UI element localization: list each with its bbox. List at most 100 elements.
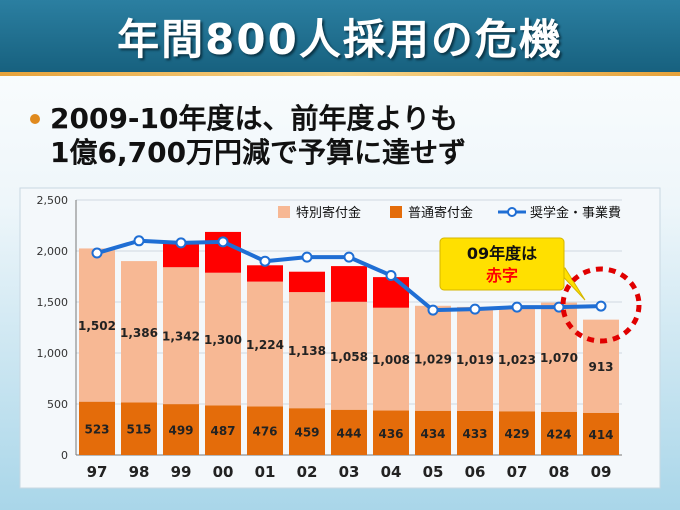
bar-general	[163, 404, 199, 455]
x-tick-label: 08	[549, 463, 570, 481]
x-tick-label: 04	[381, 463, 402, 481]
line-point	[553, 301, 565, 313]
x-tick-label: 99	[171, 463, 192, 481]
bar-special	[289, 292, 325, 409]
bar-general	[499, 411, 535, 455]
bar-general	[121, 402, 157, 455]
line-point	[469, 303, 481, 315]
label-special: 1,023	[498, 353, 536, 367]
headline-line-1: 2009-10年度は、前年度よりも	[50, 102, 458, 135]
label-general: 436	[378, 427, 403, 441]
legend-swatch-general	[390, 206, 402, 218]
line-point	[427, 304, 439, 316]
y-tick-label: 2,000	[37, 245, 69, 258]
label-special: 1,138	[288, 344, 326, 358]
title-bar: 年間800人採用の危機	[0, 0, 680, 72]
x-tick-label: 97	[87, 463, 108, 481]
callout-box	[439, 237, 565, 291]
bar-general	[331, 409, 367, 455]
label-special: 1,300	[204, 333, 242, 347]
bar-special	[79, 248, 115, 402]
label-special: 1,386	[120, 326, 158, 340]
label-general: 499	[168, 424, 193, 438]
x-tick-label: 05	[423, 463, 444, 481]
bar-special	[583, 319, 619, 413]
bar-general	[583, 412, 619, 455]
title-divider	[0, 72, 680, 76]
label-general: 523	[84, 422, 109, 436]
line-point	[175, 237, 187, 249]
bar-special	[373, 307, 409, 411]
callout-line-2: 赤字	[486, 266, 518, 285]
bar-general	[415, 410, 451, 455]
label-general: 515	[126, 423, 151, 437]
label-general: 433	[462, 427, 487, 441]
label-special: 1,224	[246, 338, 284, 352]
bar-special	[205, 272, 241, 406]
highlight-ring	[560, 266, 642, 344]
bar-general	[457, 410, 493, 455]
x-tick-label: 00	[213, 463, 234, 481]
label-special: 1,058	[330, 350, 368, 364]
bar-deficit	[331, 266, 367, 302]
label-general: 424	[546, 427, 571, 441]
y-tick-label: 500	[47, 398, 68, 411]
x-tick-label: 06	[465, 463, 486, 481]
line-point	[385, 269, 397, 281]
x-tick-label: 01	[255, 463, 276, 481]
headline: 2009-10年度は、前年度よりも 1億6,700万円減で予算に達せず	[50, 102, 670, 170]
bullet-icon	[30, 114, 40, 124]
bar-deficit	[373, 277, 409, 308]
y-tick-label: 0	[61, 449, 68, 462]
label-special: 1,342	[162, 330, 200, 344]
line-point	[133, 235, 145, 247]
legend-label-line: 奨学金・事業費	[530, 205, 621, 221]
bar-general	[289, 408, 325, 455]
label-general: 476	[252, 425, 277, 439]
bar-general	[247, 406, 283, 455]
label-general: 429	[504, 427, 529, 441]
label-general: 434	[420, 427, 445, 441]
x-tick-label: 02	[297, 463, 318, 481]
bar-special	[415, 305, 451, 411]
x-tick-label: 07	[507, 463, 528, 481]
label-special: 913	[588, 360, 613, 374]
label-general: 444	[336, 426, 361, 440]
bar-special	[457, 306, 493, 411]
label-special: 1,502	[78, 319, 116, 333]
legend-swatch-special	[278, 206, 290, 218]
y-tick-label: 1,000	[37, 347, 69, 360]
bar-general	[373, 410, 409, 455]
legend-label-special: 特別寄付金	[296, 205, 361, 221]
headline-line-2: 1億6,700万円減で予算に達せず	[50, 136, 467, 169]
bar-special	[121, 261, 157, 403]
label-general: 459	[294, 426, 319, 440]
bar-deficit	[247, 265, 283, 282]
line-point	[259, 255, 271, 267]
label-special: 1,008	[372, 353, 410, 367]
legend-label-general: 普通寄付金	[408, 205, 473, 221]
callout-line-1: 09年度は	[467, 244, 537, 263]
x-tick-label: 98	[129, 463, 150, 481]
bar-special	[247, 281, 283, 407]
line-point	[595, 300, 607, 312]
bar-deficit	[289, 271, 325, 293]
bar-general	[205, 405, 241, 455]
bar-special	[331, 301, 367, 410]
y-tick-label: 2,500	[37, 194, 69, 207]
line-point	[217, 236, 229, 248]
line-point	[343, 251, 355, 263]
line-point	[511, 301, 523, 313]
x-tick-label: 03	[339, 463, 360, 481]
bar-general	[541, 411, 577, 455]
x-tick-label: 09	[591, 463, 612, 481]
label-special: 1,019	[456, 353, 494, 367]
label-general: 414	[588, 428, 613, 442]
bar-special	[541, 302, 577, 412]
bar-special	[163, 267, 199, 405]
page-title: 年間800人採用の危機	[117, 15, 563, 64]
label-special: 1,029	[414, 352, 452, 366]
line-point	[301, 251, 313, 263]
legend-line-marker	[507, 207, 517, 217]
